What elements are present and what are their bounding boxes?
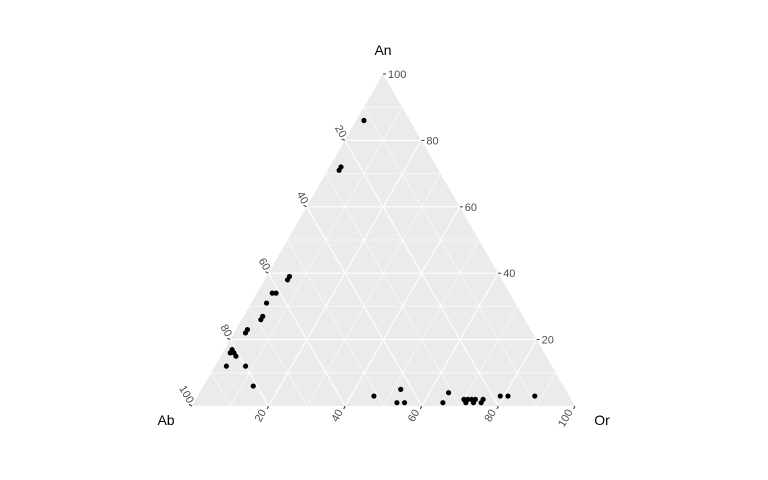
data-point xyxy=(440,400,446,406)
point-layer xyxy=(223,117,538,406)
grid-line xyxy=(267,272,346,407)
tick-label-or: 40 xyxy=(329,408,346,425)
tick-mark-or xyxy=(343,405,346,410)
tick-label-or: 80 xyxy=(482,408,499,425)
tick-label-or: 20 xyxy=(253,408,270,425)
grid-line xyxy=(421,272,499,407)
grid-line xyxy=(210,372,231,407)
tick-label-an: 20 xyxy=(542,335,554,347)
data-point xyxy=(233,353,239,359)
tick-mark-or xyxy=(573,405,576,410)
data-point xyxy=(338,164,344,170)
data-point xyxy=(250,383,256,389)
data-point xyxy=(472,396,479,402)
tick-mark-ab xyxy=(188,404,193,407)
tick-mark-ab xyxy=(303,204,307,208)
tick-label-or: 60 xyxy=(406,408,423,425)
tick-label-an: 40 xyxy=(503,268,515,280)
tick-mark-or xyxy=(266,405,270,410)
grid-line xyxy=(363,107,537,407)
axis-label-or: Or xyxy=(594,412,610,428)
data-point xyxy=(269,290,275,296)
axis-label-an: An xyxy=(374,42,391,58)
data-point xyxy=(401,400,408,406)
tick-label-an: 80 xyxy=(426,135,438,147)
grid-line xyxy=(383,239,480,407)
data-point xyxy=(505,393,511,399)
tick-label-or: 100 xyxy=(556,408,576,430)
label-layer: An Ab Or xyxy=(157,42,610,428)
data-point xyxy=(398,386,404,392)
grid-line xyxy=(536,372,557,407)
tick-mark-ab xyxy=(341,138,346,141)
grid-line xyxy=(497,339,538,407)
data-point xyxy=(242,330,249,336)
data-point xyxy=(263,300,270,306)
data-point xyxy=(394,400,400,406)
tick-mark-or xyxy=(496,405,499,410)
tick-mark-ab xyxy=(226,337,231,341)
tick-label-an: 100 xyxy=(388,69,406,81)
data-point xyxy=(445,390,452,396)
tick-label-ab: 60 xyxy=(256,256,273,273)
data-point xyxy=(480,396,486,402)
tick-label-ab: 20 xyxy=(332,123,349,140)
data-point xyxy=(497,393,503,399)
data-point xyxy=(361,117,367,124)
grid-line xyxy=(229,339,270,407)
grid-line xyxy=(306,173,441,407)
grid-layer xyxy=(210,106,557,407)
grid-line xyxy=(459,306,518,407)
tick-label-ab: 40 xyxy=(294,190,311,207)
data-point xyxy=(371,393,377,399)
data-point xyxy=(465,396,471,402)
data-point xyxy=(258,317,264,323)
data-point xyxy=(223,363,230,369)
data-point xyxy=(273,290,279,296)
grid-line xyxy=(287,239,384,407)
tick-mark-or xyxy=(419,405,423,410)
axis-label-ab: Ab xyxy=(157,412,174,428)
data-point xyxy=(286,273,293,280)
grid-line xyxy=(249,306,308,407)
tick-mark-ab xyxy=(265,271,269,274)
tick-label-ab: 80 xyxy=(217,322,234,339)
grid-line xyxy=(325,173,461,407)
data-point xyxy=(242,363,249,369)
tick-label-an: 60 xyxy=(465,202,477,214)
data-point xyxy=(532,393,538,399)
tick-label-ab: 100 xyxy=(176,384,196,406)
grid-line xyxy=(230,107,403,407)
